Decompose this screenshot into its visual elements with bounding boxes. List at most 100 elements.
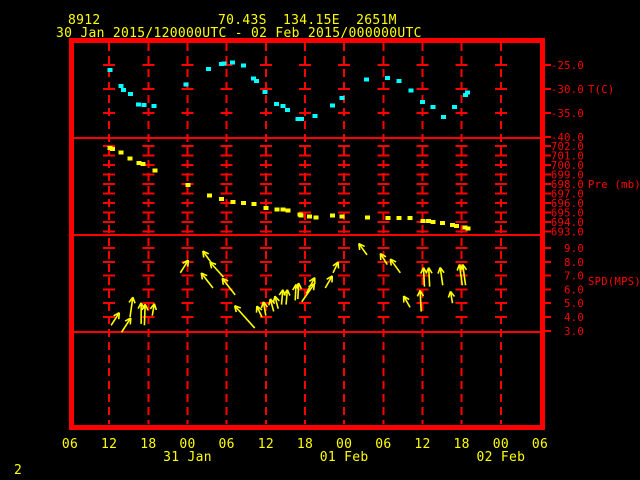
pressure-tick-label: 698.0: [551, 179, 584, 191]
temperature-point: [451, 105, 457, 110]
temperature-point: [151, 103, 157, 108]
pressure-point: [185, 182, 191, 187]
temperature-point: [183, 82, 189, 87]
wind-arrow: [283, 289, 291, 305]
wind-arrow: [301, 283, 316, 303]
pressure-series: [107, 145, 471, 231]
temperature-point: [339, 96, 345, 101]
chart-frame: [69, 38, 545, 430]
pressure-point: [453, 223, 459, 228]
wind_speed-tick-label: 8.0: [564, 257, 584, 269]
wind-arrow: [200, 272, 214, 289]
pressure-point: [407, 216, 413, 221]
wind-arrow: [110, 311, 121, 326]
wind-arrow: [437, 266, 445, 286]
pressure-point: [440, 220, 446, 225]
hour-label: 00: [493, 437, 509, 452]
temperature-point: [205, 66, 211, 71]
temperature-point: [136, 102, 142, 107]
wind-arrow: [389, 258, 401, 274]
temperature-point: [107, 67, 113, 72]
pressure-tick-label: 701.0: [551, 151, 584, 163]
pressure-point: [462, 225, 468, 230]
pressure-point: [109, 146, 115, 151]
wind-arrow: [255, 305, 263, 318]
pressure-point: [218, 197, 224, 202]
panel-separators: [74, 137, 540, 333]
temperature-point: [440, 114, 446, 119]
temperature-point: [329, 103, 335, 108]
temperature-point: [463, 93, 469, 98]
pressure-point: [420, 219, 426, 224]
hour-label: 12: [101, 437, 117, 452]
wind-arrow: [149, 303, 158, 316]
wind-arrow: [141, 303, 149, 326]
hour-label: 18: [454, 437, 470, 452]
wind_speed-tick-label: 3.0: [564, 326, 584, 338]
pressure-point: [450, 222, 456, 227]
wind-arrow: [459, 263, 468, 286]
pressure-point: [396, 216, 402, 221]
station-id: 8912: [68, 13, 101, 28]
pressure-point: [207, 193, 213, 198]
wind_speed-axis-title: SPD(MPS): [588, 276, 640, 288]
pressure-point: [280, 207, 286, 212]
pressure-point: [329, 213, 335, 218]
wind_speed-tick-label: 6.0: [564, 284, 584, 296]
pressure-tick-label: 700.0: [551, 160, 584, 172]
wind-arrow: [416, 290, 425, 312]
pressure-point: [263, 205, 269, 210]
station-location: 70.43S 134.15E 2651M: [218, 13, 397, 28]
wind-arrow: [202, 250, 213, 264]
wind_speed-tick-label: 7.0: [564, 271, 584, 283]
hour-label: 18: [140, 437, 156, 452]
temperature-point: [430, 105, 436, 110]
day-label: 01 Feb: [320, 450, 369, 465]
temperature-point: [121, 87, 127, 92]
hour-label: 12: [258, 437, 274, 452]
wind-arrow: [128, 296, 136, 318]
temperature-point: [128, 91, 134, 96]
hour-label: 06: [62, 437, 78, 452]
wind-arrow: [268, 298, 276, 312]
pressure-point: [107, 145, 113, 150]
pressure-point: [241, 201, 247, 205]
temperature-point: [254, 78, 260, 83]
temperature-point: [312, 113, 318, 118]
wind-arrow: [294, 282, 303, 300]
wind-arrow: [233, 304, 256, 329]
pressure-point: [307, 214, 313, 219]
temperature-point: [408, 88, 414, 93]
hour-label: 12: [414, 437, 430, 452]
temperature-point: [241, 63, 247, 68]
pressure-point: [465, 226, 471, 231]
temperature-point: [465, 90, 471, 95]
pressure-axis-title: Pre (mb): [588, 179, 640, 191]
pressure-point: [152, 168, 158, 173]
temperature-point: [420, 99, 425, 104]
wind_speed-tick-label: 9.0: [564, 243, 584, 255]
temperature-point: [273, 101, 279, 106]
pressure-tick-label: 697.0: [551, 189, 584, 201]
pressure-point: [140, 162, 146, 167]
hour-label: 00: [336, 437, 352, 452]
hour-label: 06: [375, 437, 391, 452]
pressure-point: [365, 215, 371, 220]
pressure-point: [425, 219, 431, 224]
temperature-tick-label: -35.0: [551, 108, 584, 120]
wind-arrow: [260, 301, 269, 316]
pressure-point: [127, 156, 133, 161]
grid-lines: [103, 43, 507, 424]
pressure-point: [251, 201, 257, 206]
hour-label: 06: [532, 437, 548, 452]
temperature-point: [218, 62, 224, 67]
day-label: 02 Feb: [476, 450, 525, 465]
temperature-point: [221, 61, 227, 66]
temperature-axis-title: T(C): [588, 84, 615, 96]
pressure-point: [430, 220, 436, 224]
temperature-point: [262, 89, 268, 94]
pressure-tick-label: 694.0: [551, 217, 584, 229]
wind-arrow: [324, 275, 334, 289]
